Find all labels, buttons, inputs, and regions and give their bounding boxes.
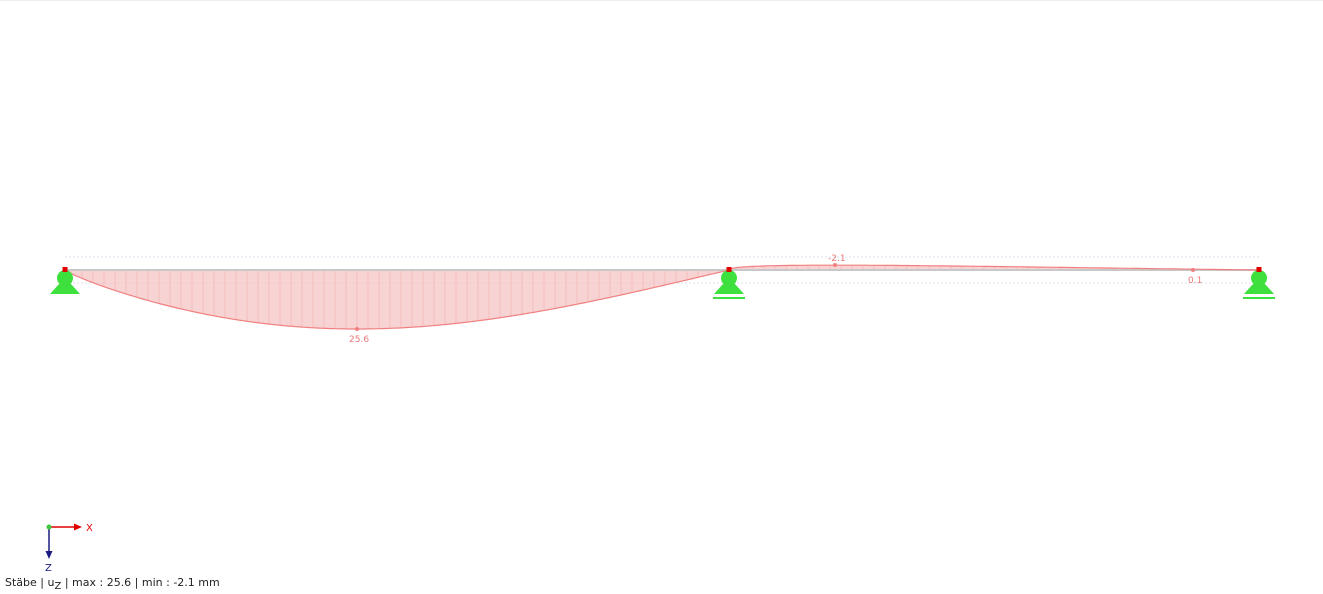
- deflection-curve: [64, 264, 1259, 330]
- origin-dot: [46, 524, 52, 530]
- status-suffix: | max : 25.6 | min : -2.1 mm: [61, 576, 220, 589]
- status-subscript: Z: [54, 581, 62, 593]
- deflection-fill: [65, 265, 1259, 329]
- x-axis-label: X: [86, 523, 93, 534]
- end-point: [1191, 268, 1195, 272]
- support-icon: [1244, 284, 1274, 294]
- support-icon: [50, 284, 80, 294]
- z-axis-label: Z: [45, 563, 52, 574]
- hinge-icon: [57, 270, 73, 286]
- support-icon: [714, 284, 744, 294]
- node-icon: [1256, 267, 1262, 272]
- end-label: 0.1: [1188, 276, 1202, 286]
- hinge-icon: [721, 270, 737, 286]
- axis-triad: X Z: [45, 523, 93, 574]
- max-point: [355, 327, 359, 331]
- z-arrowhead-icon: [45, 551, 53, 559]
- status-bar-result-info: Stäbe | uZ | max : 25.6 | min : -2.1 mm: [5, 576, 220, 592]
- hinge-icon: [1251, 270, 1267, 286]
- min-point: [833, 263, 837, 267]
- support-node-3[interactable]: [1243, 267, 1275, 299]
- support-node-2[interactable]: [713, 267, 745, 299]
- x-arrowhead-icon: [74, 523, 82, 531]
- max-label: 25.6: [349, 335, 369, 345]
- support-node-1[interactable]: [50, 267, 80, 294]
- node-icon: [62, 267, 68, 272]
- status-prefix: Stäbe | u: [5, 576, 55, 589]
- min-label: -2.1: [828, 254, 846, 264]
- node-icon: [726, 267, 732, 272]
